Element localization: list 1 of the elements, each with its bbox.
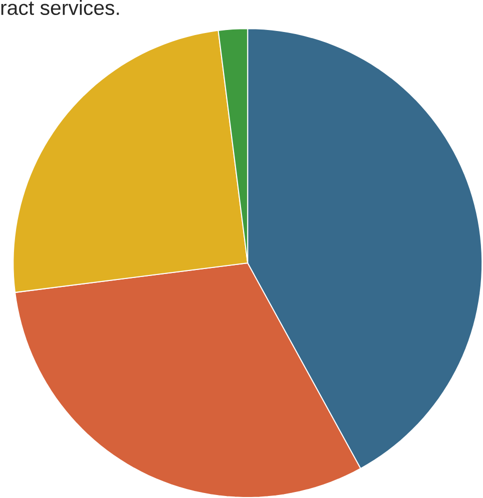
chart-title: ract services.: [2, 0, 119, 16]
